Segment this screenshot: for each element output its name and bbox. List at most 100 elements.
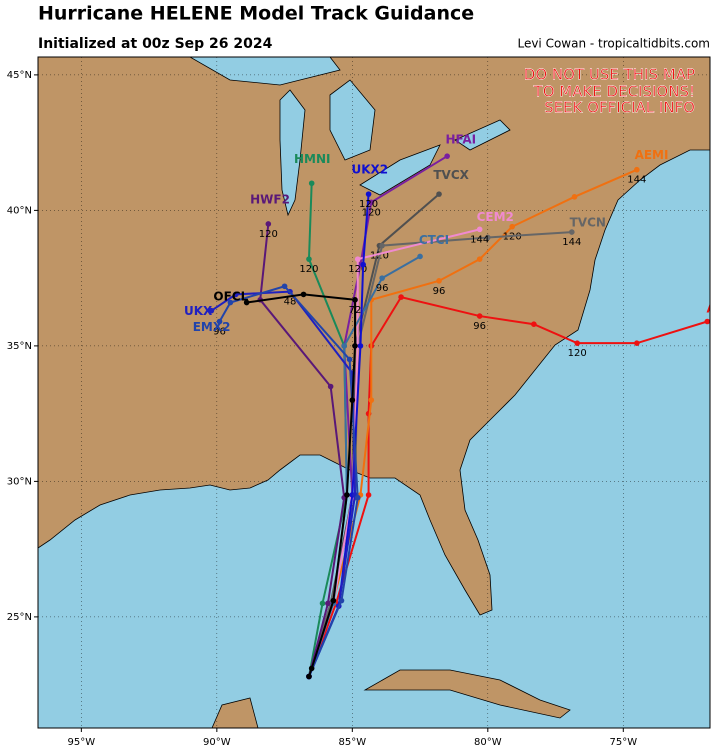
track-point [704, 318, 710, 325]
track-point [368, 199, 375, 206]
track-point [476, 256, 483, 262]
model-name: OFCL [213, 289, 248, 303]
track-point [341, 343, 347, 349]
track-point [306, 256, 312, 262]
hour-label: 144 [627, 175, 646, 186]
model-name: CEM2 [477, 210, 514, 224]
track-point [571, 194, 578, 200]
hour-label: 96 [433, 286, 446, 297]
graticule [38, 57, 710, 728]
track-point [344, 492, 350, 498]
track-point [365, 492, 372, 498]
track-point [346, 356, 353, 363]
model-name: HMNI [294, 152, 331, 166]
track-point [365, 191, 372, 197]
x-tick-label: 95°W [68, 737, 96, 748]
track-point [476, 226, 483, 233]
track-point [306, 673, 312, 680]
hour-label: 144 [562, 237, 581, 248]
hour-label: 96 [376, 283, 389, 294]
track-point [360, 261, 366, 268]
track-point [634, 340, 640, 346]
y-tick-label: 45°N [7, 70, 32, 81]
frame [37, 56, 711, 729]
track-point [569, 229, 575, 235]
yucatan [211, 697, 259, 728]
warning-line: TO MAKE DECISIONS! [533, 83, 695, 101]
track-point [444, 153, 450, 159]
hour-label: 120 [348, 264, 367, 275]
track-point [485, 234, 491, 241]
track-point [308, 665, 315, 672]
track-point [574, 340, 581, 346]
track-point [634, 166, 640, 173]
track-point [436, 278, 442, 284]
basemap: 96 120 AVNI 96 120 144 AEMI 120 HFAI 120 HMNI 120 TV… [38, 57, 719, 728]
track-point [330, 597, 337, 604]
model-name: HWF2 [250, 193, 290, 207]
track-point [352, 343, 358, 349]
hour-label: 96 [213, 326, 226, 337]
warning-line: SEEK OFFICIAL INFO [544, 99, 695, 117]
hour-label: 120 [362, 207, 381, 218]
hour-label: 96 [473, 321, 486, 332]
model-name: UKX2 [351, 163, 388, 177]
track-point [327, 383, 334, 390]
hour-label: 120 [503, 232, 522, 243]
hour-label: 120 [259, 229, 278, 240]
track-point [308, 180, 315, 187]
great-lakes [189, 57, 511, 217]
track-point [509, 223, 515, 230]
track-point [352, 297, 358, 303]
y-tick-label: 30°N [7, 476, 32, 487]
hour-label: 48 [284, 297, 297, 308]
x-tick-label: 85°W [339, 737, 367, 748]
track-point [398, 294, 404, 300]
track-point [281, 283, 288, 290]
track-point [216, 318, 223, 325]
y-tick-label: 40°N [7, 205, 32, 216]
chart-subtitle: Initialized at 00z Sep 26 2024 [38, 36, 273, 52]
track-point [319, 600, 326, 607]
hour-label: 72 [349, 305, 362, 316]
credit: Levi Cowan - tropicaltidbits.com [517, 37, 710, 51]
model-name: EMX2 [193, 320, 231, 334]
hour-label: 120 [299, 264, 318, 275]
track-point [379, 275, 385, 281]
track-point [436, 191, 442, 197]
track-point [357, 343, 364, 349]
track-point [233, 291, 239, 298]
hour-label: 120 [568, 348, 587, 359]
y-tick-label: 35°N [7, 341, 32, 352]
track-point [417, 253, 423, 260]
track-point [300, 291, 307, 298]
track-point [227, 299, 234, 306]
x-tick-label: 75°W [609, 737, 637, 748]
x-tick-label: 80°W [474, 737, 502, 748]
warning-line: DO NOT USE THIS MAP [524, 66, 695, 84]
x-tick-label: 90°W [203, 737, 231, 748]
track-point [354, 256, 361, 262]
track-point [476, 313, 483, 319]
track-point [368, 397, 375, 403]
model-name: AVNI [706, 301, 719, 315]
model-name: UKX [184, 304, 213, 318]
tracks: 96 120 AVNI 96 120 144 AEMI 120 HFAI 120 HMNI 120 TV… [184, 132, 719, 680]
track-point [243, 299, 250, 306]
model-name: AEMI [635, 148, 669, 162]
model-name: TVCX [433, 168, 469, 182]
track-point [354, 494, 361, 501]
warning: DO NOT USE THIS MAP TO MAKE DECISIONS! S… [524, 65, 696, 117]
track-point [208, 307, 215, 314]
track-point [325, 600, 331, 607]
chart-title: Hurricane HELENE Model Track Guidance [38, 3, 474, 25]
hour-label: 144 [470, 234, 489, 245]
land [38, 57, 710, 616]
track-point [531, 321, 537, 328]
track-point [379, 242, 385, 249]
model-name: CTCI [419, 233, 449, 247]
model-name: HFAI [446, 132, 477, 146]
track-line [259, 223, 346, 677]
cuba [363, 669, 571, 719]
